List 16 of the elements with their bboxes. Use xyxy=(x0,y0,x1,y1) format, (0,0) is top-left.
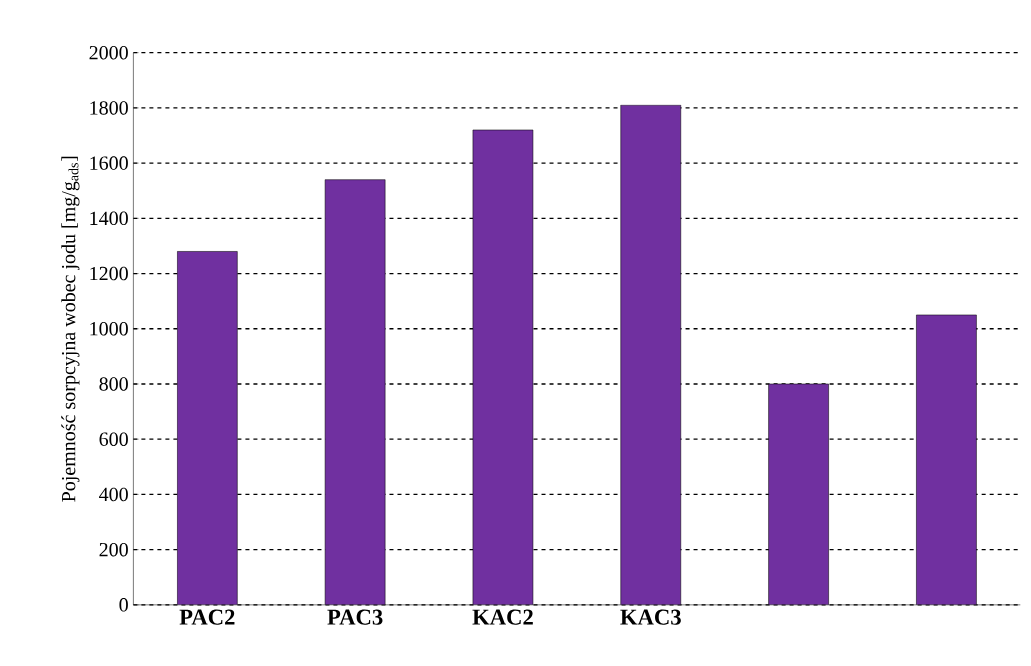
y-tick-label: 1800 xyxy=(90,101,128,115)
x-tick-label: KAC3 xyxy=(620,609,681,625)
x-tick-label: KAC2 xyxy=(472,609,533,625)
y-tick-label: 200 xyxy=(99,542,128,557)
y-tick-label: 1400 xyxy=(90,211,128,225)
y-tick-label: 1000 xyxy=(90,321,128,336)
y-tick-label: 800 xyxy=(99,377,128,391)
y-axis-title: Pojemność sorpcyjna wobec jodu [mg/g$_{ads}$] xyxy=(61,156,80,502)
x-tick-label: PAC3 xyxy=(327,609,383,625)
y-tick-label: 1600 xyxy=(90,156,128,170)
y-tick-label: 400 xyxy=(99,487,128,502)
y-tick-label: 600 xyxy=(99,432,128,446)
x-tick-label: PAC2 xyxy=(179,609,235,625)
y-tick-label: 1200 xyxy=(90,266,128,281)
y-tick-label: 0 xyxy=(119,598,128,612)
y-tick-label: 2000 xyxy=(89,45,128,60)
